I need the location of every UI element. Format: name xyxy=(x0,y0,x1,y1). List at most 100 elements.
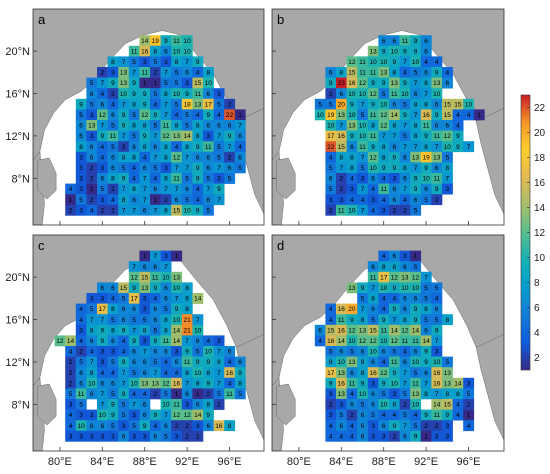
x-tick-label: 92°E xyxy=(414,456,438,468)
cell-value-label: 10 xyxy=(194,370,202,377)
heatmap-cell xyxy=(97,324,108,336)
cell-value-label: 8 xyxy=(424,144,428,151)
cell-value-label: 2 xyxy=(100,207,104,214)
heatmap-cell xyxy=(86,377,98,389)
cell-value-label: 8 xyxy=(392,402,396,409)
heatmap-cell xyxy=(150,204,161,216)
heatmap-cell xyxy=(150,194,161,206)
cell-value-label: 10 xyxy=(422,176,430,183)
cell-value-label: 17 xyxy=(99,306,107,313)
heatmap-cell xyxy=(97,183,108,195)
heatmap-cell xyxy=(107,367,119,379)
cell-value-label: 2 xyxy=(217,402,221,409)
cell-value-label: 6 xyxy=(153,306,157,313)
cell-value-label: 4 xyxy=(445,70,449,77)
land-mass xyxy=(475,334,504,441)
heatmap-cell xyxy=(181,409,193,421)
cell-value-label: 6 xyxy=(132,349,136,356)
cell-value-label: 16 xyxy=(348,80,356,87)
heatmap-cell xyxy=(399,98,411,110)
heatmap-cell xyxy=(97,399,108,410)
cell-value-label: 9 xyxy=(435,112,439,119)
heatmap-cell xyxy=(325,388,337,400)
heatmap-cell xyxy=(367,120,379,131)
heatmap-cell xyxy=(378,250,390,262)
heatmap-cell xyxy=(410,250,422,262)
heatmap-cell xyxy=(118,314,130,326)
cell-value-label: 9 xyxy=(122,359,126,366)
cell-value-label: 11 xyxy=(349,380,356,387)
cell-value-label: 10 xyxy=(369,165,377,172)
colorbar-tick-label: 22 xyxy=(534,103,546,114)
cell-value-label: 9 xyxy=(424,412,428,419)
cell-value-label: 7 xyxy=(100,391,104,398)
heatmap-cell xyxy=(399,293,411,304)
cell-value-label: 7 xyxy=(185,59,189,66)
heatmap-cell xyxy=(139,67,151,78)
cell-value-label: 1 xyxy=(414,253,418,260)
cell-value-label: 4 xyxy=(382,359,386,366)
cell-value-label: 6 xyxy=(435,101,439,108)
heatmap-cell xyxy=(171,35,183,47)
heatmap-cell xyxy=(399,399,411,410)
cell-value-label: 7 xyxy=(143,186,147,193)
cell-value-label: 4 xyxy=(90,207,94,214)
heatmap-cell xyxy=(150,45,161,57)
heatmap-cell xyxy=(234,388,246,400)
cell-value-label: 9 xyxy=(164,38,168,45)
cell-value-label: 2 xyxy=(339,186,343,193)
cell-value-label: 4 xyxy=(382,176,386,183)
cell-value-label: 2 xyxy=(153,391,157,398)
cell-value-label: 13 xyxy=(120,80,128,87)
cell-value-label: 3 xyxy=(79,433,83,440)
heatmap-cell xyxy=(54,335,66,347)
heatmap-cell xyxy=(128,293,140,304)
heatmap-cell xyxy=(378,261,390,273)
cell-value-label: 10 xyxy=(359,391,367,398)
cell-value-label: 17 xyxy=(327,133,335,140)
heatmap-cell xyxy=(389,130,400,142)
cell-value-label: 6 xyxy=(424,48,428,55)
cell-value-label: 6 xyxy=(90,154,94,161)
heatmap-cell xyxy=(192,173,204,184)
cell-value-label: 6 xyxy=(361,349,365,356)
heatmap-cell xyxy=(336,151,347,163)
heatmap-cell xyxy=(431,399,443,410)
heatmap-cell xyxy=(346,420,358,432)
cell-value-label: 6 xyxy=(185,186,189,193)
heatmap-cell xyxy=(150,77,161,89)
cell-value-label: 5 xyxy=(329,186,333,193)
heatmap-cell xyxy=(346,194,358,206)
heatmap-cell xyxy=(224,109,236,121)
cell-value-label: 4 xyxy=(361,197,365,204)
cell-value-label: 6 xyxy=(175,359,179,366)
cell-value-label: 3 xyxy=(79,412,83,419)
cell-value-label: 5 xyxy=(79,197,83,204)
cell-value-label: 4 xyxy=(122,349,126,356)
cell-value-label: 4 xyxy=(435,59,439,66)
heatmap-cell xyxy=(389,194,400,206)
cell-value-label: 9 xyxy=(403,112,407,119)
heatmap-cell xyxy=(420,420,432,432)
heatmap-cell xyxy=(357,77,369,89)
heatmap-cell xyxy=(410,35,422,47)
heatmap-cell xyxy=(203,377,214,389)
cell-value-label: 9 xyxy=(79,101,83,108)
heatmap-cell xyxy=(97,367,108,379)
cell-value-label: 9 xyxy=(196,165,200,172)
heatmap-cell xyxy=(389,324,400,336)
heatmap-cell xyxy=(150,314,161,326)
heatmap-cell xyxy=(378,409,390,421)
heatmap-cell xyxy=(139,356,151,368)
cell-value-label: 5 xyxy=(414,423,418,430)
cell-value-label: 10 xyxy=(380,402,388,409)
cell-value-label: 6 xyxy=(100,285,104,292)
heatmap-cell xyxy=(452,109,464,121)
heatmap-cell xyxy=(399,109,411,121)
cell-value-label: 8 xyxy=(132,101,136,108)
cell-value-label: 15 xyxy=(369,327,377,334)
cell-value-label: 9 xyxy=(392,165,396,172)
cell-value-label: 9 xyxy=(132,338,136,345)
heatmap-cell xyxy=(150,151,161,163)
